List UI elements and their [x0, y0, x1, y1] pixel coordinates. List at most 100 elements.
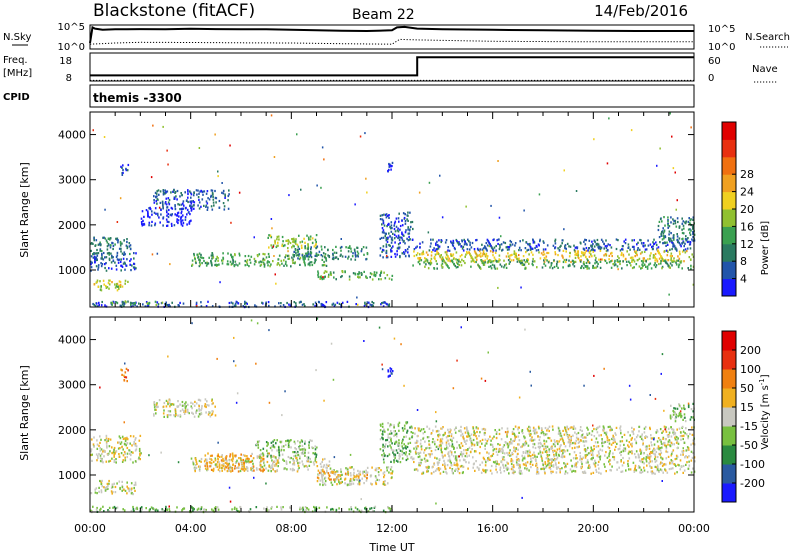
- scatter-cell: [548, 261, 550, 263]
- scatter-cell: [645, 458, 647, 460]
- scatter-cell: [200, 190, 202, 192]
- scatter-cell: [490, 455, 492, 457]
- scatter-cell: [461, 264, 463, 266]
- noise-cell: [93, 129, 95, 131]
- scatter-cell: [169, 199, 171, 201]
- scatter-cell: [134, 302, 136, 304]
- scatter-cell: [475, 261, 477, 263]
- scatter-cell: [680, 245, 682, 247]
- scatter-cell: [167, 190, 169, 192]
- scatter-cell: [198, 199, 200, 201]
- scatter-cell: [692, 231, 694, 233]
- scatter-cell: [632, 257, 634, 259]
- scatter-cell: [620, 432, 622, 434]
- noise-cell: [217, 175, 219, 177]
- scatter-cell: [253, 470, 255, 472]
- noise-cell: [157, 253, 159, 255]
- scatter-cell: [543, 248, 545, 250]
- scatter-cell: [675, 458, 677, 460]
- scatter-cell: [187, 209, 189, 211]
- scatter-cell: [408, 255, 410, 257]
- scatter-cell: [434, 258, 436, 260]
- scatter-cell: [683, 228, 685, 230]
- scatter-cell: [412, 221, 414, 223]
- scatter-cell: [218, 509, 220, 511]
- scatter-cell: [331, 482, 333, 484]
- scatter-cell: [434, 268, 436, 270]
- scatter-cell: [587, 459, 589, 461]
- scatter-cell: [111, 242, 113, 244]
- scatter-cell: [499, 248, 501, 250]
- scatter-cell: [106, 270, 108, 272]
- scatter-cell: [504, 470, 506, 472]
- scatter-cell: [211, 469, 213, 471]
- scatter-cell: [594, 249, 596, 251]
- scatter-cell: [477, 255, 479, 257]
- scatter-cell: [409, 232, 411, 234]
- scatter-cell: [380, 215, 382, 217]
- scatter-cell: [116, 482, 118, 484]
- scatter-cell: [100, 460, 102, 462]
- scatter-cell: [434, 464, 436, 466]
- scatter-cell: [163, 412, 165, 414]
- scatter-cell: [193, 254, 195, 256]
- scatter-cell: [386, 216, 388, 218]
- scatter-cell: [541, 457, 543, 459]
- scatter-cell: [597, 243, 599, 245]
- scatter-cell: [677, 255, 679, 257]
- scatter-cell: [146, 209, 148, 211]
- scatter-cell: [532, 258, 534, 260]
- scatter-cell: [244, 455, 246, 457]
- scatter-cell: [400, 236, 402, 238]
- scatter-cell: [311, 440, 313, 442]
- scatter-cell: [598, 451, 600, 453]
- scatter-cell: [217, 264, 219, 266]
- nave-label: Nave: [752, 64, 778, 75]
- scatter-cell: [655, 241, 657, 243]
- scatter-cell: [429, 453, 431, 455]
- scatter-cell: [293, 251, 295, 253]
- scatter-cell: [482, 461, 484, 463]
- scatter-cell: [485, 254, 487, 256]
- scatter-cell: [611, 444, 613, 446]
- scatter-cell: [640, 239, 642, 241]
- scatter-cell: [124, 263, 126, 265]
- scatter-cell: [191, 407, 193, 409]
- scatter-cell: [391, 279, 393, 281]
- scatter-cell: [103, 280, 105, 282]
- scatter-cell: [193, 192, 195, 194]
- scatter-cell: [555, 253, 557, 255]
- scatter-cell: [413, 250, 415, 252]
- scatter-cell: [677, 217, 679, 219]
- scatter-cell: [123, 438, 125, 440]
- scatter-cell: [123, 301, 125, 303]
- scatter-cell: [271, 506, 273, 508]
- scatter-cell: [289, 258, 291, 260]
- scatter-cell: [398, 221, 400, 223]
- scatter-cell: [501, 438, 503, 440]
- scatter-cell: [293, 255, 295, 257]
- noise-cell: [296, 133, 298, 135]
- scatter-cell: [647, 240, 649, 242]
- scatter-cell: [256, 506, 258, 508]
- scatter-cell: [118, 453, 120, 455]
- scatter-cell: [650, 263, 652, 265]
- scatter-cell: [127, 281, 129, 283]
- scatter-cell: [431, 258, 433, 260]
- scatter-cell: [474, 470, 476, 472]
- scatter-cell: [653, 452, 655, 454]
- scatter-cell: [658, 246, 660, 248]
- scatter-cell: [155, 213, 157, 215]
- scatter-cell: [147, 302, 149, 304]
- scatter-cell: [496, 461, 498, 463]
- scatter-cell: [687, 456, 689, 458]
- scatter-cell: [324, 276, 326, 278]
- scatter-cell: [554, 459, 556, 461]
- scatter-cell: [667, 254, 669, 256]
- scatter-cell: [675, 222, 677, 224]
- scatter-cell: [123, 258, 125, 260]
- scatter-cell: [640, 253, 642, 255]
- scatter-cell: [228, 195, 230, 197]
- scatter-cell: [114, 283, 116, 285]
- scatter-cell: [396, 218, 398, 220]
